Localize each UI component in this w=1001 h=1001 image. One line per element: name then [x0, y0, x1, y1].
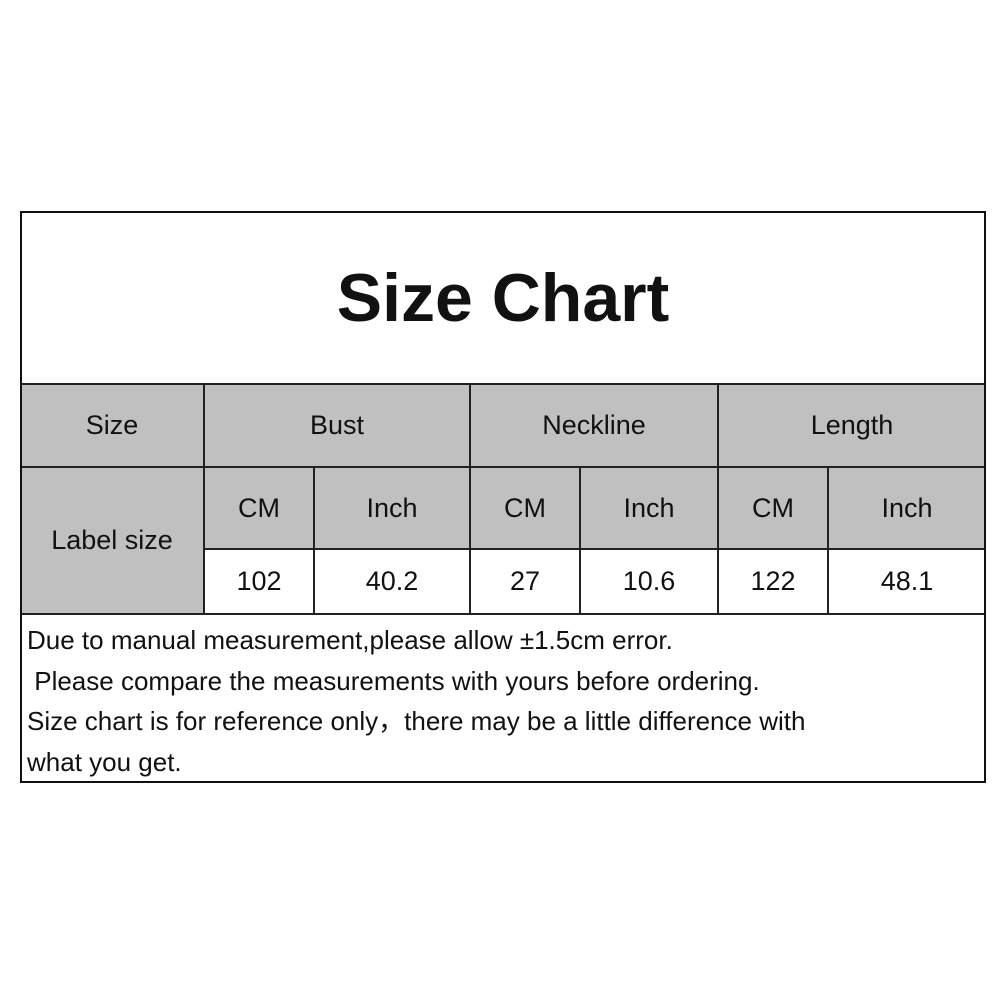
divider	[203, 383, 205, 614]
page-title: Size Chart	[336, 259, 670, 336]
value-bust-cm: 102	[236, 566, 282, 596]
header-length: Length	[718, 384, 986, 467]
unit-length-cm: CM	[718, 467, 828, 549]
value-bust-inch: 40.2	[365, 566, 419, 596]
note-line: Please compare the measurements with you…	[27, 665, 760, 696]
unit-length-inch: Inch	[828, 467, 986, 549]
divider	[717, 383, 719, 614]
table-border	[20, 211, 986, 783]
divider	[827, 466, 829, 614]
unit-bust-inch: Inch	[314, 467, 470, 549]
unit-neckline-inch: Inch	[580, 467, 718, 549]
value-length-cm: 122	[750, 566, 796, 596]
divider	[203, 548, 986, 550]
divider	[313, 466, 315, 614]
value-neckline-cm: 27	[509, 566, 541, 596]
value-neckline-inch: 10.6	[622, 566, 676, 596]
note-line: Size chart is for reference only，there m…	[27, 706, 806, 736]
header-neckline: Neckline	[470, 384, 718, 467]
divider	[579, 466, 581, 614]
note-line: Due to manual measurement,please allow ±…	[27, 625, 673, 655]
header-size: Size	[20, 384, 204, 467]
header-bust: Bust	[204, 384, 470, 467]
divider	[469, 383, 471, 614]
divider	[20, 466, 986, 468]
divider	[20, 383, 986, 385]
unit-bust-cm: CM	[204, 467, 314, 549]
notes: Due to manual measurement,please allow ±…	[27, 620, 977, 782]
label-size-cell: Label size	[20, 467, 204, 614]
divider	[20, 613, 986, 615]
value-length-inch: 48.1	[880, 566, 934, 596]
note-line: what you get.	[27, 746, 182, 777]
unit-neckline-cm: CM	[470, 467, 580, 549]
